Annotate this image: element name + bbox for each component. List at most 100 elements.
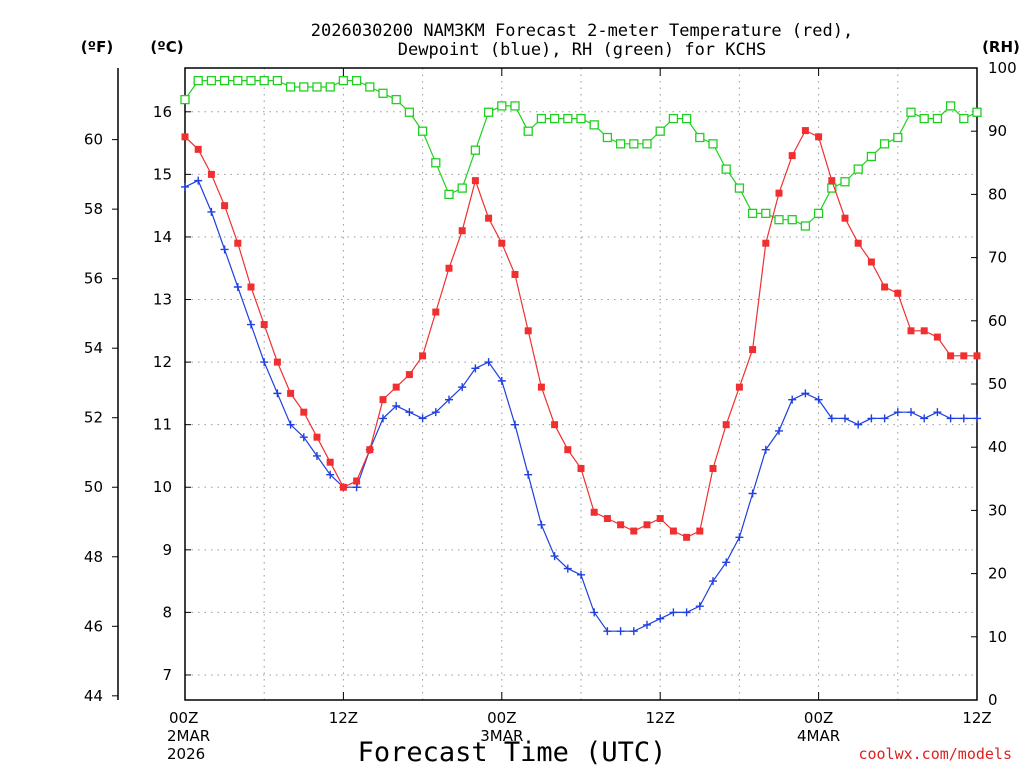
temperature-point-19 (432, 308, 440, 316)
dewpoint-point-56 (920, 414, 929, 423)
dewpoint-point-25 (511, 420, 519, 429)
tick-label-rh-100: 100 (988, 59, 1017, 77)
dewpoint-point-46 (788, 395, 797, 404)
rh-point-21 (457, 183, 467, 193)
plot-frame (184, 67, 978, 701)
tick-label-c-12: 12 (153, 353, 172, 371)
tick-label-f-60: 60 (84, 131, 103, 149)
temperature-point-39 (696, 527, 704, 535)
dewpoint-point-37 (669, 608, 678, 617)
axis-ticks: 7 8 9 10 11 12 13 14 15 16 44 46 48 50 52 54 56 58 60 0 10 20… (84, 59, 1017, 763)
dewpoint-point-28 (550, 552, 559, 561)
dewpoint-point-35 (643, 620, 651, 629)
temperature-point-41 (722, 421, 730, 429)
dewpoint-point-60 (973, 414, 981, 423)
temperature-point-21 (458, 227, 466, 235)
temperature-point-24 (498, 239, 506, 247)
temperature-point-42 (735, 383, 743, 391)
rh-point-59 (959, 113, 969, 124)
tick-label-f-52: 52 (84, 409, 103, 427)
temperature-point-28 (551, 421, 559, 429)
tick-label-c-7: 7 (162, 666, 172, 684)
temperature-point-48 (815, 133, 823, 141)
rh-point-11 (325, 82, 335, 92)
tick-label-rh-20: 20 (988, 565, 1007, 583)
dewpoint-point-3 (220, 245, 229, 254)
temperature-point-43 (749, 346, 757, 354)
temperature-point-27 (537, 383, 545, 391)
rh-point-44 (761, 208, 771, 219)
temperature-point-38 (683, 533, 691, 541)
tick-label-rh-0: 0 (988, 691, 998, 709)
temperature-point-17 (405, 371, 413, 379)
rh-point-25 (510, 101, 520, 111)
temperature-point-51 (854, 239, 862, 247)
temperature-point-4 (234, 239, 242, 247)
temperature-point-8 (287, 389, 295, 397)
grid-lines (185, 68, 977, 700)
temperature-point-56 (920, 327, 928, 335)
rh-point-10 (312, 82, 322, 92)
dewpoint-point-22 (471, 364, 480, 373)
rh-point-56 (919, 113, 929, 124)
temperature-point-22 (471, 177, 479, 185)
temperature-point-47 (801, 127, 809, 135)
rh-point-52 (866, 151, 877, 162)
rh-point-15 (378, 88, 388, 98)
dewpoint-point-43 (748, 489, 757, 498)
temperature-point-35 (643, 521, 651, 529)
celsius-unit-label: (ºC) (150, 38, 183, 56)
temperature-point-10 (313, 433, 321, 441)
rh-point-34 (629, 139, 639, 149)
tick-label-rh-90: 90 (988, 122, 1007, 140)
dewpoint-point-44 (761, 445, 770, 454)
dewpoint-point-6 (260, 358, 269, 367)
tick-label-rh-30: 30 (988, 501, 1007, 519)
x-tick-label-12: 12Z (329, 709, 358, 727)
dewpoint-point-41 (722, 558, 731, 567)
tick-label-c-15: 15 (153, 165, 172, 183)
dewpoint-point-48 (814, 395, 823, 404)
dewpoint-point-24 (497, 376, 506, 385)
rh-unit-label: (RH) (982, 38, 1020, 56)
dewpoint-point-32 (603, 627, 612, 636)
dewpoint-point-29 (563, 564, 572, 573)
temperature-point-52 (867, 258, 875, 266)
temperature-point-16 (392, 383, 400, 391)
dewpoint-point-17 (405, 408, 414, 417)
temperature-point-59 (960, 352, 968, 360)
dewpoint-point-45 (775, 426, 783, 435)
tick-label-c-11: 11 (153, 416, 172, 434)
dewpoint-point-54 (893, 408, 902, 417)
rh-point-48 (813, 208, 824, 219)
tick-label-c-16: 16 (153, 103, 172, 121)
temperature-point-55 (907, 327, 915, 335)
x-tick-label-24: 00Z (487, 709, 516, 727)
x-tick-label-48: 00Z (804, 709, 833, 727)
rh-point-41 (721, 164, 731, 174)
rh-point-38 (681, 113, 692, 124)
temperature-point-49 (828, 177, 836, 185)
dewpoint-point-40 (709, 577, 717, 586)
rh-point-3 (219, 75, 230, 86)
rh-point-57 (932, 113, 943, 124)
tick-label-c-14: 14 (153, 228, 172, 246)
temperature-point-57 (933, 333, 941, 341)
tick-label-rh-10: 10 (988, 628, 1007, 646)
dewpoint-point-27 (537, 520, 546, 529)
temperature-point-15 (379, 396, 387, 404)
tick-label-c-9: 9 (162, 541, 172, 559)
x-axis-label: Forecast Time (UTC) (358, 737, 667, 768)
rh-point-55 (906, 107, 916, 117)
dewpoint-point-33 (616, 627, 625, 636)
rh-point-27 (536, 113, 547, 124)
rh-point-16 (391, 94, 401, 105)
rh-point-8 (285, 82, 296, 92)
tick-label-rh-60: 60 (988, 312, 1007, 330)
rh-point-40 (708, 139, 718, 149)
chart-title-line1: 2026030200 NAM3KM Forecast 2-meter Tempe… (311, 21, 853, 41)
tick-label-rh-70: 70 (988, 249, 1007, 267)
rh-point-30 (576, 113, 586, 124)
temperature-point-7 (273, 358, 281, 366)
